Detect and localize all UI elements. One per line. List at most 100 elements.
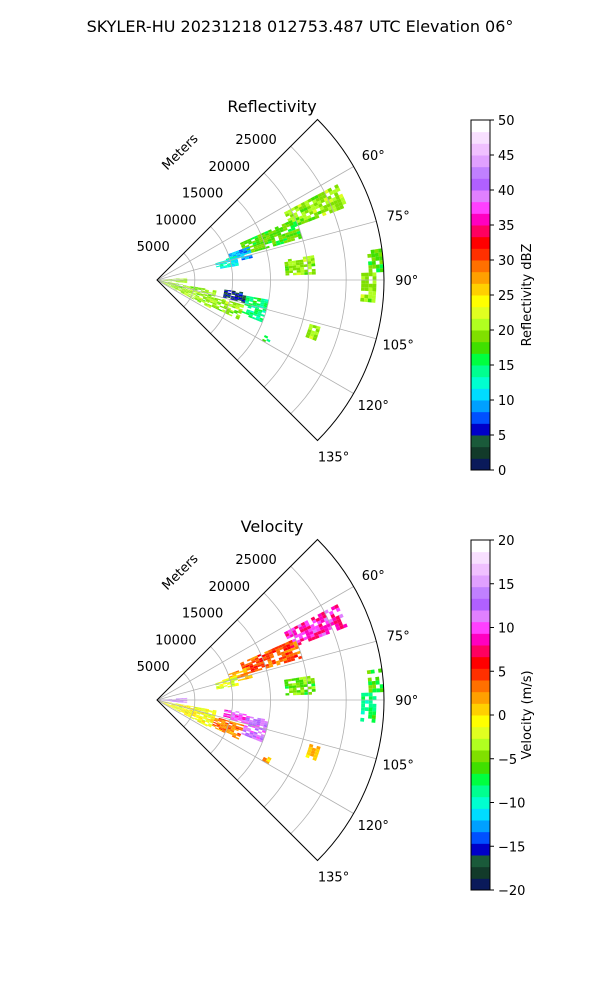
range-gate <box>288 639 293 644</box>
range-gate <box>200 712 205 715</box>
range-gate <box>231 711 236 714</box>
colorbar-segment <box>471 166 490 179</box>
colorbar-tick-label: −15 <box>498 840 525 855</box>
range-gate <box>238 295 243 299</box>
range-gate <box>291 638 297 643</box>
range-gate <box>264 300 269 304</box>
range-gate <box>263 304 268 308</box>
range-gate <box>247 251 252 254</box>
range-gate <box>241 718 246 721</box>
range-gate <box>196 711 201 714</box>
range-gate <box>254 657 259 661</box>
range-gate <box>226 681 231 684</box>
range-gate <box>195 296 199 299</box>
range-gate <box>300 272 305 275</box>
range-gate <box>177 710 181 713</box>
range-gate <box>238 309 243 313</box>
colorbar-segment <box>471 551 490 564</box>
range-gate <box>242 669 247 672</box>
range-gate <box>234 262 239 265</box>
azimuth-tick-label: 60° <box>362 149 385 164</box>
range-gate <box>306 751 311 756</box>
range-gate <box>282 655 287 660</box>
range-gate <box>259 303 264 307</box>
range-gate <box>213 719 218 722</box>
range-gate <box>361 707 365 711</box>
range-gate <box>311 626 316 631</box>
velocity-panel: Velocity Meters 60°75°90°105°120°135°500… <box>137 517 535 899</box>
range-gate <box>189 289 194 292</box>
range-gate <box>290 224 295 229</box>
colorbar-segment <box>471 785 490 798</box>
range-gate <box>313 754 318 759</box>
range-gate <box>171 703 176 705</box>
range-gate <box>379 260 384 265</box>
range-gate <box>278 646 284 651</box>
range-gate <box>262 756 268 761</box>
range-gate <box>182 285 187 288</box>
range-gate <box>267 658 272 662</box>
range-gate <box>224 723 229 726</box>
range-gate <box>293 205 299 210</box>
range-gate <box>339 624 345 630</box>
range-gate <box>249 716 254 719</box>
range-gate <box>228 722 233 725</box>
range-gate <box>291 227 296 231</box>
range-gate <box>302 213 307 218</box>
range-gate <box>379 688 384 693</box>
range-gate <box>175 285 179 287</box>
range-gate <box>188 293 192 296</box>
range-gate <box>221 310 226 314</box>
range-gate <box>256 302 261 306</box>
range-gate <box>227 685 232 688</box>
range-gate <box>255 304 260 308</box>
range-gate <box>201 720 206 724</box>
range-gate <box>245 297 250 300</box>
range-gate <box>230 717 235 720</box>
range-gate <box>258 667 263 671</box>
range-gate <box>292 267 297 271</box>
range-gate <box>308 271 313 275</box>
range-gate <box>293 223 299 228</box>
range-gate <box>181 709 186 711</box>
range-gate <box>183 700 188 702</box>
range-gate <box>220 302 225 305</box>
range-gate <box>197 287 202 290</box>
range-gate <box>231 305 236 309</box>
range-gate <box>246 249 252 253</box>
range-gate <box>218 717 223 720</box>
range-gate <box>335 195 341 200</box>
range-gate <box>217 721 221 725</box>
range-gate <box>226 308 231 312</box>
range-gate <box>296 267 301 271</box>
range-gate <box>184 711 189 714</box>
range-gate <box>219 683 224 686</box>
range-gate <box>243 726 248 730</box>
range-gate <box>251 660 256 664</box>
range-gate <box>175 278 180 280</box>
range-gate <box>205 299 210 303</box>
range-gate <box>368 294 373 299</box>
range-gate <box>300 687 305 690</box>
range-gate <box>220 722 225 725</box>
range-gate <box>184 712 189 715</box>
range-gate <box>371 680 376 685</box>
range-gate <box>378 256 384 261</box>
colorbar-tick-label: 5 <box>498 665 506 680</box>
colorbar-segment <box>471 341 490 354</box>
range-gate <box>241 244 246 248</box>
range-gate <box>372 688 377 693</box>
range-gate <box>240 674 245 678</box>
range-gate <box>172 278 176 280</box>
range-gate <box>224 722 229 725</box>
range-gate <box>175 698 180 700</box>
range-gate <box>231 713 236 716</box>
range-gate <box>177 288 182 291</box>
range-gate <box>197 719 202 723</box>
range-gate <box>266 338 271 343</box>
range-gate <box>269 653 274 657</box>
range-gate <box>375 676 380 681</box>
range-gate <box>209 721 214 724</box>
range-gate <box>212 710 217 713</box>
range-gate <box>252 243 258 247</box>
